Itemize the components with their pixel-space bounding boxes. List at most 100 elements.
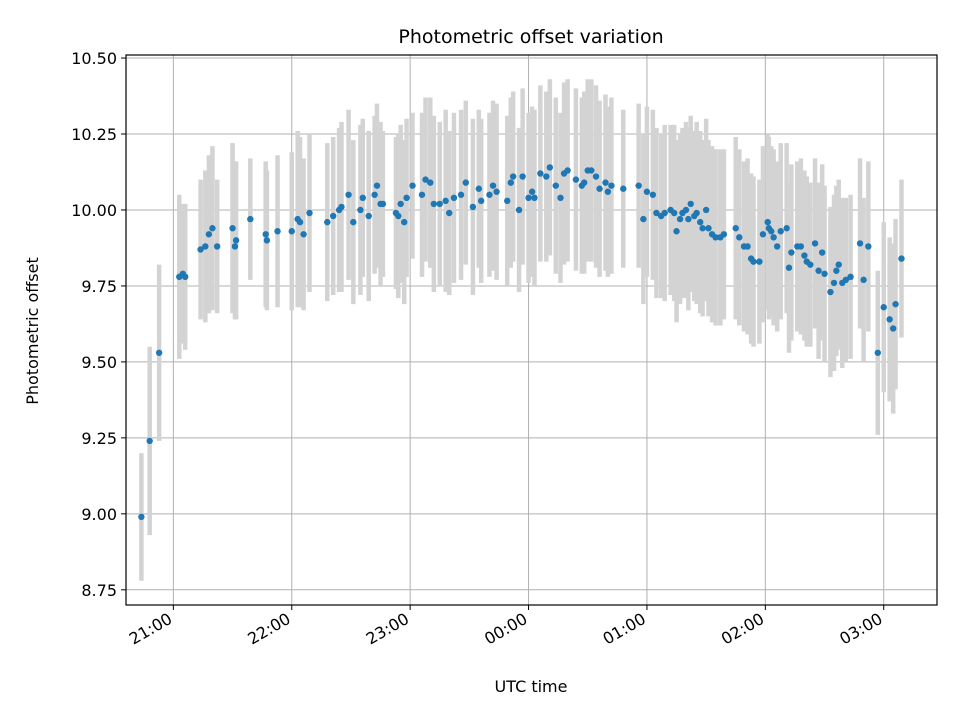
data-point [676,215,684,223]
data-point [801,252,808,259]
data-point [886,316,893,323]
data-point [229,225,236,232]
data-point [231,243,239,250]
data-point [537,170,544,177]
data-point [670,209,678,217]
data-point [350,218,357,226]
data-point [213,243,221,250]
data-point [365,212,372,220]
data-point [756,258,763,265]
data-point [288,228,295,235]
data-point [436,200,443,208]
data-point [155,349,163,356]
data-point [329,212,337,220]
y-tick-label: 10.25 [71,125,117,144]
data-point [486,191,493,198]
data-point [202,243,209,250]
data-point [732,225,739,232]
data-point [274,228,281,235]
data-point [596,185,603,192]
data-point [797,243,805,250]
y-axis-label: Photometric offset [23,257,42,405]
data-point [835,261,842,268]
data-point [403,194,410,202]
data-point [493,188,500,195]
data-point [661,209,668,217]
data-point [770,234,777,241]
data-point [635,182,642,189]
data-point [759,231,767,238]
data-point [357,206,364,214]
data-point [557,194,564,202]
y-tick-label: 9.75 [81,277,117,296]
data-point [608,182,615,189]
data-point [687,200,694,208]
data-point [640,215,647,223]
data-point [338,203,345,211]
data-point [693,209,700,217]
data-point [750,258,757,265]
data-point [736,234,743,241]
data-point [531,194,538,202]
y-tick-label: 10.00 [71,201,117,220]
data-point [783,225,790,232]
data-point [821,270,828,277]
data-point [699,225,706,232]
data-point [898,255,905,262]
chart-title: Photometric offset variation [398,26,663,48]
data-point [528,188,536,195]
y-tick-label: 8.75 [81,581,117,600]
data-point [509,173,517,180]
data-point [418,191,426,198]
data-point [744,243,751,250]
data-point [181,273,189,281]
data-point [489,182,497,189]
data-point [682,206,690,214]
data-point [807,261,814,268]
data-point [345,191,352,198]
data-point [847,273,854,281]
data-point [764,218,771,226]
data-point [507,179,514,186]
data-point [592,173,600,180]
data-point [462,179,469,186]
data-point [830,279,838,287]
data-point [702,206,710,214]
data-point [705,225,712,232]
data-point [580,179,588,186]
y-axis-ticks: 8.75 9.00 9.25 9.50 9.75 10.00 10.25 10.50 [71,49,126,600]
data-point [306,209,313,217]
data-point [818,249,826,256]
data-point [643,188,651,195]
data-point [232,237,240,244]
y-tick-label: 9.50 [81,353,117,372]
data-point [247,215,254,223]
data-point [564,167,571,174]
data-point [397,200,404,208]
data-point [296,218,304,226]
data-point [515,206,523,214]
data-point [842,276,850,284]
data-point [889,325,897,332]
data-point [788,249,795,256]
data-point [604,188,612,195]
data-point [785,264,793,271]
data-point [572,176,580,183]
data-point [409,182,416,189]
data-point [543,173,550,180]
data-point [450,194,458,202]
data-point [777,228,784,235]
data-point [768,228,775,235]
data-point [477,197,485,205]
data-point [359,194,366,202]
data-point [697,218,704,226]
data-point [504,197,511,205]
data-point [205,231,213,238]
data-point [620,185,627,192]
data-point [442,197,449,205]
x-axis-label: UTC time [495,677,568,696]
data-point [469,203,477,211]
data-point [457,191,465,198]
data-point [262,231,269,238]
